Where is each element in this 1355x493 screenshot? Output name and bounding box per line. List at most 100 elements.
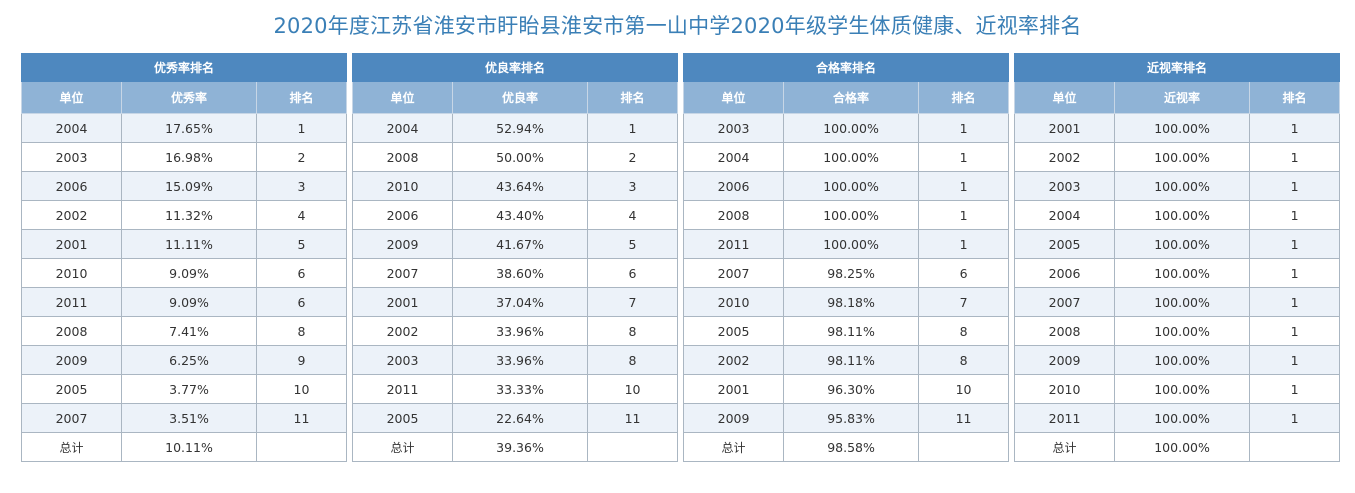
table-group-title: 优秀率排名 <box>20 53 348 82</box>
rank-cell: 1 <box>1249 258 1341 288</box>
column-header: 优秀率 <box>121 81 257 114</box>
rate-cell: 100.00% <box>783 229 920 259</box>
ranking-tables: 优秀率排名 单位 优秀率 排名 2004 17.65% 1 2003 16.98% 2 2006 15… <box>20 53 1341 462</box>
table-row: 2004 100.00% 1 <box>1014 200 1341 230</box>
rank-cell: 1 <box>918 171 1010 201</box>
total-label: 总计 <box>21 432 122 462</box>
unit-cell: 2007 <box>1014 287 1116 317</box>
rate-cell: 7.41% <box>121 316 257 346</box>
total-rate: 10.11% <box>121 432 257 462</box>
total-rank <box>587 432 679 462</box>
rank-cell: 10 <box>587 374 679 404</box>
rank-cell: 1 <box>255 113 348 143</box>
rank-cell: 1 <box>1249 345 1341 375</box>
table-row: 2006 100.00% 1 <box>1014 258 1341 288</box>
rate-cell: 3.51% <box>121 403 257 433</box>
rate-cell: 3.77% <box>121 374 257 404</box>
unit-cell: 2011 <box>1014 403 1116 433</box>
unit-cell: 2011 <box>683 229 785 259</box>
rank-cell: 1 <box>1249 229 1341 259</box>
unit-cell: 2010 <box>683 287 785 317</box>
rate-cell: 100.00% <box>1114 287 1251 317</box>
unit-cell: 2008 <box>1014 316 1116 346</box>
unit-cell: 2005 <box>683 316 785 346</box>
unit-cell: 2010 <box>352 171 454 201</box>
good-rate-table: 优良率排名 单位 优良率 排名 2004 52.94% 1 2008 50.00% 2 2010 43… <box>352 53 679 462</box>
excellent-rate-table: 优秀率排名 单位 优秀率 排名 2004 17.65% 1 2003 16.98% 2 2006 15… <box>20 53 348 462</box>
total-row: 总计 100.00% <box>1014 432 1341 462</box>
table-row: 2008 100.00% 1 <box>1014 316 1341 346</box>
table-group-title: 合格率排名 <box>683 53 1010 82</box>
table-row: 2002 100.00% 1 <box>1014 142 1341 172</box>
table-row: 2010 43.64% 3 <box>352 171 679 201</box>
unit-cell: 2005 <box>1014 229 1116 259</box>
unit-cell: 2008 <box>683 200 785 230</box>
table-row: 2007 3.51% 11 <box>21 403 348 433</box>
table-row: 2004 17.65% 1 <box>21 113 348 143</box>
unit-cell: 2002 <box>1014 142 1116 172</box>
rank-cell: 1 <box>918 200 1010 230</box>
table-row: 2010 9.09% 6 <box>21 258 348 288</box>
unit-cell: 2001 <box>1014 113 1116 143</box>
rank-cell: 8 <box>918 316 1010 346</box>
rate-cell: 100.00% <box>1114 171 1251 201</box>
total-rank <box>255 432 348 462</box>
rank-cell: 1 <box>918 229 1010 259</box>
rate-cell: 100.00% <box>1114 142 1251 172</box>
rate-cell: 96.30% <box>783 374 920 404</box>
myopia-rate-table: 近视率排名 单位 近视率 排名 2001 100.00% 1 2002 100.00% 1 2003… <box>1014 53 1341 462</box>
rank-cell: 2 <box>255 142 348 172</box>
rank-cell: 1 <box>1249 287 1341 317</box>
unit-cell: 2004 <box>21 113 122 143</box>
unit-cell: 2003 <box>21 142 122 172</box>
rank-cell: 7 <box>587 287 679 317</box>
unit-cell: 2009 <box>21 345 122 375</box>
table-row: 2005 98.11% 8 <box>683 316 1010 346</box>
rate-cell: 43.64% <box>452 171 589 201</box>
rank-cell: 7 <box>918 287 1010 317</box>
column-header: 合格率 <box>783 81 920 114</box>
rank-cell: 11 <box>255 403 348 433</box>
unit-cell: 2001 <box>352 287 454 317</box>
total-label: 总计 <box>1014 432 1116 462</box>
unit-cell: 2006 <box>1014 258 1116 288</box>
table-row: 2009 95.83% 11 <box>683 403 1010 433</box>
unit-cell: 2006 <box>21 171 122 201</box>
rate-cell: 43.40% <box>452 200 589 230</box>
rate-cell: 16.98% <box>121 142 257 172</box>
rate-cell: 100.00% <box>1114 258 1251 288</box>
table-row: 2004 52.94% 1 <box>352 113 679 143</box>
unit-cell: 2007 <box>683 258 785 288</box>
rank-cell: 1 <box>1249 142 1341 172</box>
table-group-title: 优良率排名 <box>352 53 679 82</box>
table-row: 2001 11.11% 5 <box>21 229 348 259</box>
rate-cell: 95.83% <box>783 403 920 433</box>
table-row: 2009 100.00% 1 <box>1014 345 1341 375</box>
column-header: 排名 <box>1249 81 1341 114</box>
rank-cell: 1 <box>1249 171 1341 201</box>
rate-cell: 98.11% <box>783 345 920 375</box>
unit-cell: 2001 <box>683 374 785 404</box>
unit-cell: 2007 <box>21 403 122 433</box>
rate-cell: 98.11% <box>783 316 920 346</box>
column-header: 单位 <box>683 81 785 114</box>
table-row: 2010 98.18% 7 <box>683 287 1010 317</box>
unit-cell: 2003 <box>1014 171 1116 201</box>
total-label: 总计 <box>352 432 454 462</box>
column-header: 优良率 <box>452 81 589 114</box>
rate-cell: 98.18% <box>783 287 920 317</box>
rate-cell: 37.04% <box>452 287 589 317</box>
table-row: 2009 41.67% 5 <box>352 229 679 259</box>
rate-cell: 11.11% <box>121 229 257 259</box>
rate-cell: 38.60% <box>452 258 589 288</box>
rate-cell: 33.33% <box>452 374 589 404</box>
unit-cell: 2010 <box>1014 374 1116 404</box>
total-rate: 98.58% <box>783 432 920 462</box>
unit-cell: 2005 <box>21 374 122 404</box>
unit-cell: 2007 <box>352 258 454 288</box>
unit-cell: 2010 <box>21 258 122 288</box>
rate-cell: 17.65% <box>121 113 257 143</box>
table-row: 2003 16.98% 2 <box>21 142 348 172</box>
table-row: 2003 100.00% 1 <box>683 113 1010 143</box>
rate-cell: 100.00% <box>1114 345 1251 375</box>
